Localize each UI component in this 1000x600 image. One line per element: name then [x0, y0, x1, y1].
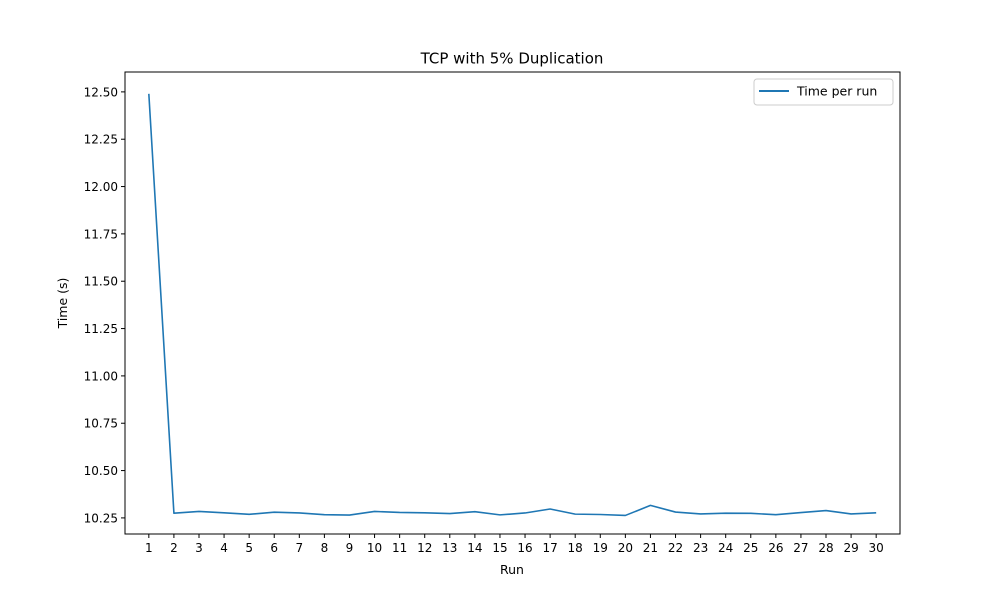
plot-area-frame: [124, 71, 901, 535]
x-tick-label: 12: [417, 541, 432, 555]
y-tick-label: 11.00: [84, 369, 118, 383]
legend: Time per run: [753, 78, 894, 106]
x-tick-label: 29: [843, 541, 858, 555]
y-tick-label: 11.50: [84, 275, 118, 289]
x-tick-label: 2: [170, 541, 178, 555]
x-tick-label: 17: [542, 541, 557, 555]
x-axis-ticks: 1 2 3 4 5 6 7 8 9 10 11 12 13 14 15 16 17 18 19 20 21 22 23 24 2…: [145, 534, 884, 555]
y-tick-label: 11.25: [84, 322, 118, 336]
x-tick-label: 21: [643, 541, 658, 555]
x-tick-label: 28: [818, 541, 833, 555]
x-tick-label: 10: [367, 541, 382, 555]
x-tick-label: 20: [618, 541, 633, 555]
x-tick-label: 5: [245, 541, 253, 555]
x-tick-label: 15: [492, 541, 507, 555]
x-tick-label: 24: [718, 541, 733, 555]
legend-box: [753, 78, 894, 106]
x-tick-label: 6: [270, 541, 278, 555]
x-tick-label: 27: [793, 541, 808, 555]
x-tick-label: 4: [220, 541, 228, 555]
x-tick-label: 26: [768, 541, 783, 555]
y-axis-ticks: 10.25 10.50 10.75 11.00 11.25 11.50 11.75 12.00…: [84, 85, 125, 525]
x-tick-label: 16: [517, 541, 532, 555]
y-tick-label: 10.25: [84, 511, 118, 525]
legend-label: Time per run: [796, 84, 877, 99]
y-tick-label: 11.75: [84, 227, 118, 241]
series-layer: [148, 93, 877, 517]
y-tick-label: 12.00: [84, 180, 118, 194]
x-tick-label: 3: [195, 541, 203, 555]
x-tick-label: 7: [295, 541, 303, 555]
x-tick-label: 8: [321, 541, 329, 555]
y-tick-label: 12.25: [84, 133, 118, 147]
x-tick-label: 30: [869, 541, 884, 555]
y-axis-label: Time (s): [55, 278, 70, 330]
x-tick-label: 18: [568, 541, 583, 555]
y-tick-label: 10.50: [84, 464, 118, 478]
x-tick-label: 1: [145, 541, 153, 555]
y-tick-label: 12.50: [84, 85, 118, 99]
x-tick-label: 9: [346, 541, 354, 555]
x-axis-label: Run: [500, 562, 524, 577]
x-tick-label: 23: [693, 541, 708, 555]
series-line-time-per-run: [148, 93, 877, 517]
x-tick-label: 13: [442, 541, 457, 555]
x-tick-label: 11: [392, 541, 407, 555]
x-tick-label: 22: [668, 541, 683, 555]
y-tick-label: 10.75: [84, 417, 118, 431]
chart-title: TCP with 5% Duplication: [420, 50, 604, 68]
x-tick-label: 25: [743, 541, 758, 555]
x-tick-label: 14: [467, 541, 482, 555]
x-tick-label: 19: [593, 541, 608, 555]
